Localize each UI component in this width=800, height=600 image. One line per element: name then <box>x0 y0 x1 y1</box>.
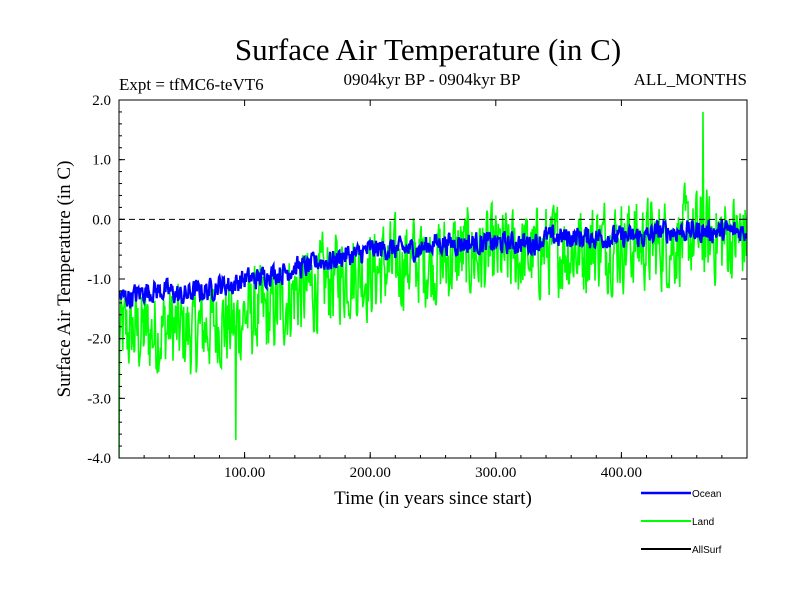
y-axis: -4.0 -3.0 -2.0 -1.0 0.0 1.0 2.0 <box>87 93 747 467</box>
x-tick-label: 200.00 <box>350 465 391 481</box>
legend-label-ocean: Ocean <box>692 489 721 500</box>
legend: Ocean Land AllSurf <box>641 489 722 556</box>
series-layer <box>119 111 747 458</box>
y-tick-label: -2.0 <box>87 332 111 348</box>
y-tick-label: -3.0 <box>87 391 111 407</box>
x-tick-label: 300.00 <box>475 465 516 481</box>
legend-label-land: Land <box>692 517 714 528</box>
expt-label: Expt = tfMC6-teVT6 <box>119 75 264 94</box>
y-tick-label: -1.0 <box>87 272 111 288</box>
y-axis-label: Surface Air Temperature (in C) <box>54 161 75 398</box>
x-tick-label: 400.00 <box>601 465 642 481</box>
y-tick-label: -4.0 <box>87 451 111 467</box>
series-line-land <box>119 111 747 458</box>
x-axis: 100.00 200.00 300.00 400.00 <box>143 100 723 481</box>
y-tick-label: 2.0 <box>92 93 111 109</box>
chart-title: Surface Air Temperature (in C) <box>235 32 621 67</box>
period-label: 0904kyr BP - 0904kyr BP <box>344 70 521 89</box>
months-label: ALL_MONTHS <box>634 70 747 89</box>
legend-label-allsurf: AllSurf <box>692 545 722 556</box>
y-tick-label: 1.0 <box>92 153 111 169</box>
series-line-ocean <box>119 218 747 309</box>
x-axis-label: Time (in years since start) <box>334 488 532 509</box>
x-tick-label: 100.00 <box>224 465 265 481</box>
y-tick-label: 0.0 <box>92 212 111 228</box>
